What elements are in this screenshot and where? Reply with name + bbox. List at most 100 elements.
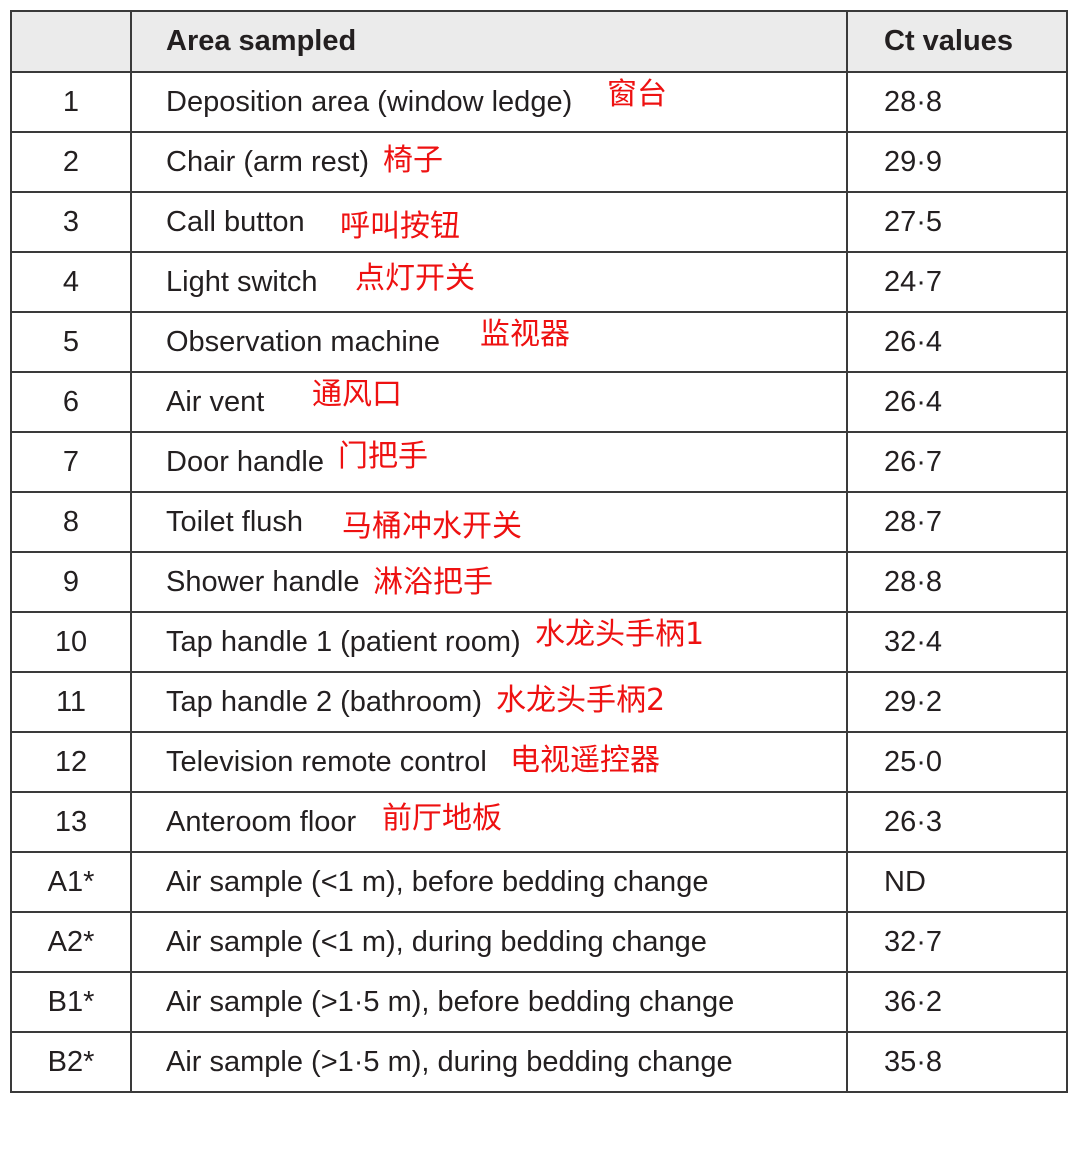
chinese-annotation: 电视遥控器: [510, 743, 660, 778]
row-id: A2*: [10, 911, 132, 973]
table-row: 1 Deposition area (window ledge) 窗台 28·8: [10, 71, 1068, 133]
table-row: 9 Shower handle 淋浴把手 28·8: [10, 551, 1068, 613]
row-area-cell: Chair (arm rest) 椅子: [130, 131, 848, 193]
row-id: 8: [10, 491, 132, 553]
table-row: 3 Call button 呼叫按钮 27·5: [10, 191, 1068, 253]
table-row: 7 Door handle 门把手 26·7: [10, 431, 1068, 493]
row-area-cell: Call button 呼叫按钮: [130, 191, 848, 253]
row-id: B2*: [10, 1031, 132, 1093]
row-area: Observation machine: [166, 325, 441, 358]
chinese-annotation: 门把手: [338, 439, 428, 474]
row-area: Shower handle: [166, 565, 360, 598]
row-area-cell: Air sample (<1 m), before bedding change: [130, 851, 848, 913]
row-id: 3: [10, 191, 132, 253]
row-id: 13: [10, 791, 132, 853]
table-row: 6 Air vent 通风口 26·4: [10, 371, 1068, 433]
header-area: Area sampled: [130, 10, 848, 73]
row-ct-value: 36·2: [846, 971, 1068, 1033]
table-row: 8 Toilet flush 马桶冲水开关 28·7: [10, 491, 1068, 553]
table-row: 4 Light switch 点灯开关 24·7: [10, 251, 1068, 313]
chinese-annotation: 监视器: [480, 317, 570, 352]
row-ct-value: 32·7: [846, 911, 1068, 973]
row-id: 5: [10, 311, 132, 373]
row-area-cell: Television remote control 电视遥控器: [130, 731, 848, 793]
row-ct-value: 28·7: [846, 491, 1068, 553]
chinese-annotation: 呼叫按钮: [340, 209, 460, 244]
row-area: Air sample (>1·5 m), before bedding chan…: [166, 985, 735, 1018]
row-ct-value: 29·9: [846, 131, 1068, 193]
table-row: 11 Tap handle 2 (bathroom) 水龙头手柄2 29·2: [10, 671, 1068, 733]
row-area: Television remote control: [166, 745, 487, 778]
row-id: 7: [10, 431, 132, 493]
row-ct-value: 26·7: [846, 431, 1068, 493]
chinese-annotation: 马桶冲水开关: [342, 509, 522, 544]
row-area: Tap handle 1 (patient room): [166, 625, 521, 658]
table-row: B1* Air sample (>1·5 m), before bedding c…: [10, 971, 1068, 1033]
row-area-cell: Toilet flush 马桶冲水开关: [130, 491, 848, 553]
row-id: 12: [10, 731, 132, 793]
row-area-cell: Air sample (>1·5 m), before bedding chan…: [130, 971, 848, 1033]
chinese-annotation: 水龙头手柄1: [535, 617, 705, 652]
chinese-annotation: 点灯开关: [355, 261, 475, 296]
row-area: Anteroom floor: [166, 805, 357, 838]
table-row: 2 Chair (arm rest) 椅子 29·9: [10, 131, 1068, 193]
row-ct-value: 32·4: [846, 611, 1068, 673]
row-id: 4: [10, 251, 132, 313]
row-area-cell: Shower handle 淋浴把手: [130, 551, 848, 613]
table-row: B2* Air sample (>1·5 m), during bedding c…: [10, 1031, 1068, 1093]
row-area-cell: Tap handle 1 (patient room) 水龙头手柄1: [130, 611, 848, 673]
row-ct-value: 26·4: [846, 371, 1068, 433]
row-ct-value: 26·4: [846, 311, 1068, 373]
row-area-cell: Door handle 门把手: [130, 431, 848, 493]
table-row: 10 Tap handle 1 (patient room) 水龙头手柄1 32·4: [10, 611, 1068, 673]
header-ct: Ct values: [846, 10, 1068, 73]
row-area-cell: Air sample (<1 m), during bedding change: [130, 911, 848, 973]
row-area: Toilet flush: [166, 505, 304, 538]
chinese-annotation: 前厅地板: [382, 801, 502, 836]
row-area: Air sample (<1 m), before bedding change: [166, 865, 709, 898]
row-area-cell: Light switch 点灯开关: [130, 251, 848, 313]
row-area-cell: Observation machine 监视器: [130, 311, 848, 373]
header-id: [10, 10, 132, 73]
row-area: Deposition area (window ledge): [166, 85, 573, 118]
row-ct-value: ND: [846, 851, 1068, 913]
row-id: 6: [10, 371, 132, 433]
row-id: 2: [10, 131, 132, 193]
chinese-annotation: 通风口: [312, 377, 402, 412]
row-area-cell: Air sample (>1·5 m), during bedding chan…: [130, 1031, 848, 1093]
chinese-annotation: 窗台: [607, 77, 667, 112]
row-area-cell: Anteroom floor 前厅地板: [130, 791, 848, 853]
table-row: 13 Anteroom floor 前厅地板 26·3: [10, 791, 1068, 853]
row-area: Air sample (<1 m), during bedding change: [166, 925, 707, 958]
row-ct-value: 35·8: [846, 1031, 1068, 1093]
row-ct-value: 28·8: [846, 551, 1068, 613]
row-id: A1*: [10, 851, 132, 913]
row-area: Air vent: [166, 385, 265, 418]
row-id: B1*: [10, 971, 132, 1033]
chinese-annotation: 椅子: [383, 143, 443, 178]
chinese-annotation: 水龙头手柄2: [496, 683, 666, 718]
row-id: 11: [10, 671, 132, 733]
row-area-cell: Tap handle 2 (bathroom) 水龙头手柄2: [130, 671, 848, 733]
row-ct-value: 26·3: [846, 791, 1068, 853]
table-row: 12 Television remote control 电视遥控器 25·0: [10, 731, 1068, 793]
row-area: Air sample (>1·5 m), during bedding chan…: [166, 1045, 733, 1078]
table-row: 5 Observation machine 监视器 26·4: [10, 311, 1068, 373]
row-id: 9: [10, 551, 132, 613]
row-area: Door handle: [166, 445, 324, 478]
table-row: A2* Air sample (<1 m), during bedding cha…: [10, 911, 1068, 973]
row-ct-value: 29·2: [846, 671, 1068, 733]
row-area: Tap handle 2 (bathroom): [166, 685, 482, 718]
header-row: Area sampled Ct values: [10, 10, 1068, 73]
chinese-annotation: 淋浴把手: [373, 565, 493, 600]
row-ct-value: 28·8: [846, 71, 1068, 133]
table-row: A1* Air sample (<1 m), before bedding cha…: [10, 851, 1068, 913]
row-area: Chair (arm rest): [166, 145, 370, 178]
row-id: 10: [10, 611, 132, 673]
row-id: 1: [10, 71, 132, 133]
row-area: Call button: [166, 205, 305, 238]
row-area-cell: Air vent 通风口: [130, 371, 848, 433]
row-ct-value: 27·5: [846, 191, 1068, 253]
row-ct-value: 24·7: [846, 251, 1068, 313]
row-area-cell: Deposition area (window ledge) 窗台: [130, 71, 848, 133]
